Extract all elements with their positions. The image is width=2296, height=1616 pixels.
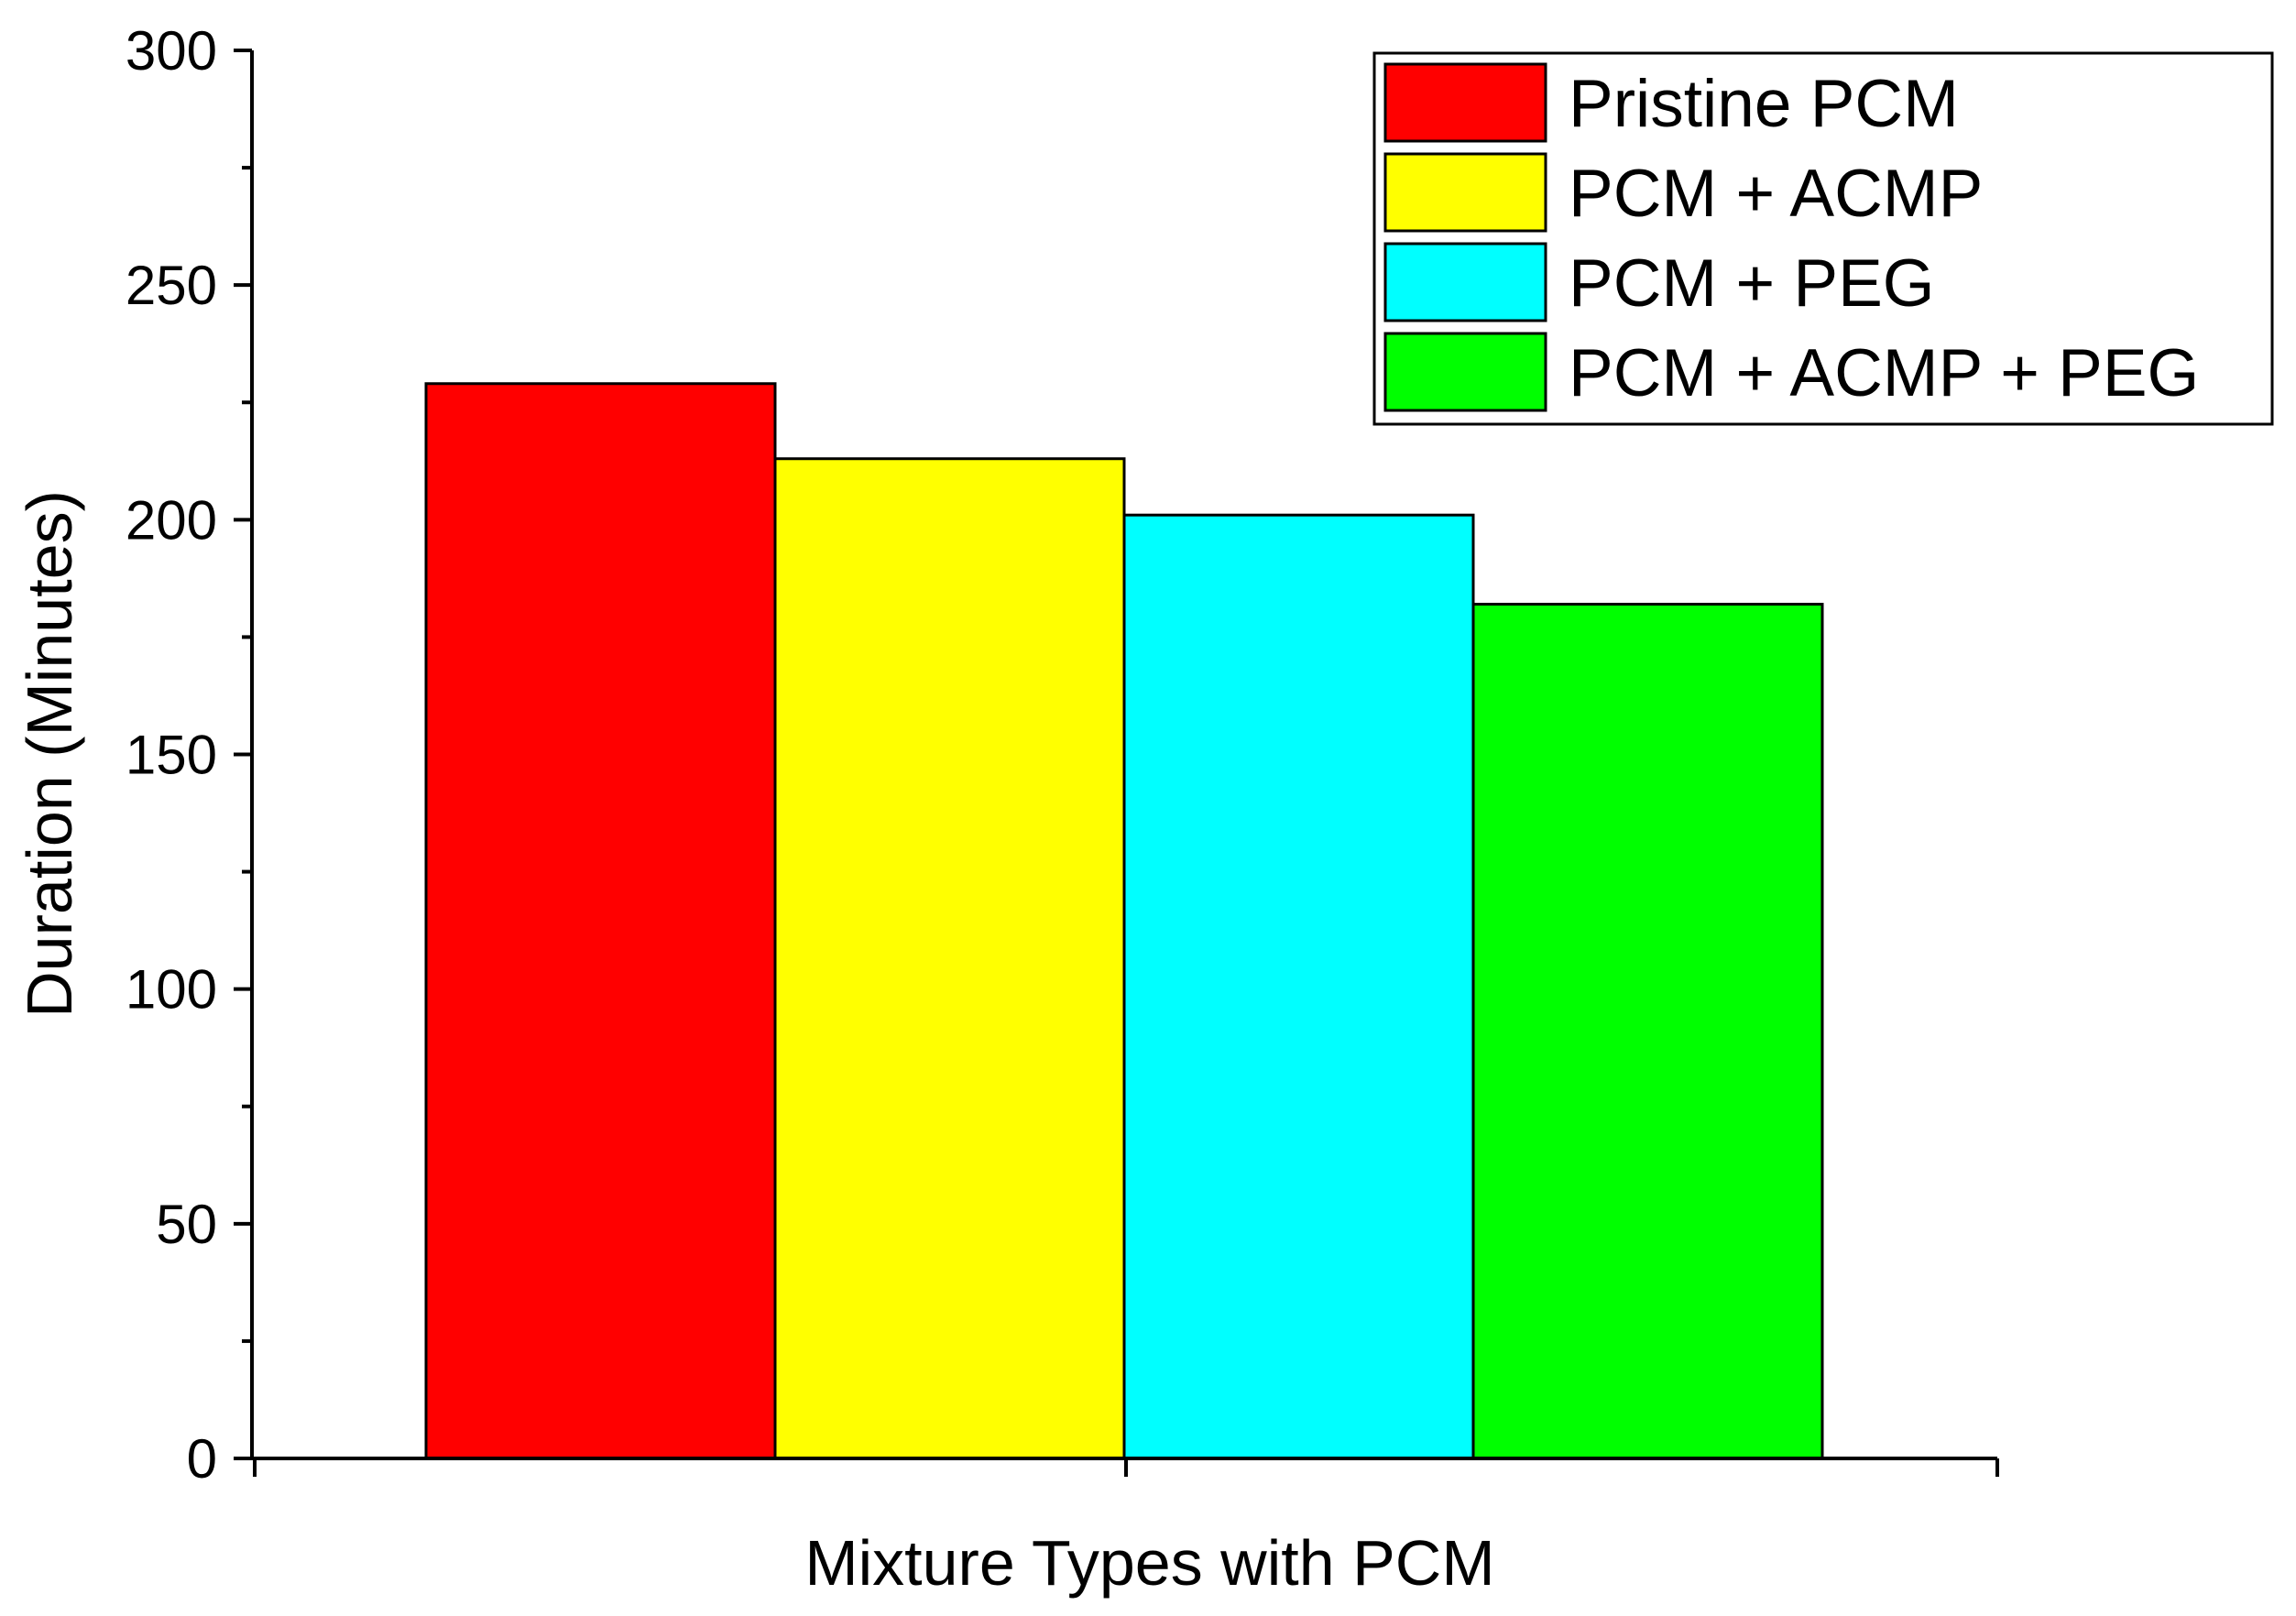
- bar: [1122, 513, 1475, 1460]
- y-tick-label: 200: [126, 489, 217, 551]
- y-ticks: 0 50 100 150 200 250 300: [126, 20, 252, 1490]
- legend-swatch: [1383, 242, 1547, 322]
- bars-layer: [424, 382, 1824, 1460]
- bar: [424, 382, 777, 1460]
- y-axis-title: Duration (Minutes): [14, 490, 85, 1018]
- legend-label: PCM + ACMP: [1569, 157, 1983, 231]
- legend-swatch: [1383, 152, 1547, 233]
- x-axis-title: Mixture Types with PCM: [804, 1527, 1494, 1599]
- legend-swatch: [1383, 62, 1547, 143]
- y-tick-label: 0: [187, 1428, 217, 1490]
- bar: [773, 457, 1126, 1460]
- y-tick-label: 300: [126, 20, 217, 82]
- legend-label: PCM + ACMP + PEG: [1569, 336, 2199, 410]
- y-tick-label: 50: [156, 1194, 217, 1255]
- legend-label: Pristine PCM: [1569, 67, 1959, 141]
- legend-swatch: [1383, 332, 1547, 412]
- y-tick-label: 100: [126, 959, 217, 1021]
- legend: Pristine PCM PCM + ACMP PCM + PEG PCM + ACM…: [1372, 51, 2274, 426]
- y-tick-label: 250: [126, 255, 217, 316]
- y-tick-label: 150: [126, 725, 217, 786]
- legend-label: PCM + PEG: [1569, 246, 1935, 321]
- bar: [1471, 603, 1824, 1460]
